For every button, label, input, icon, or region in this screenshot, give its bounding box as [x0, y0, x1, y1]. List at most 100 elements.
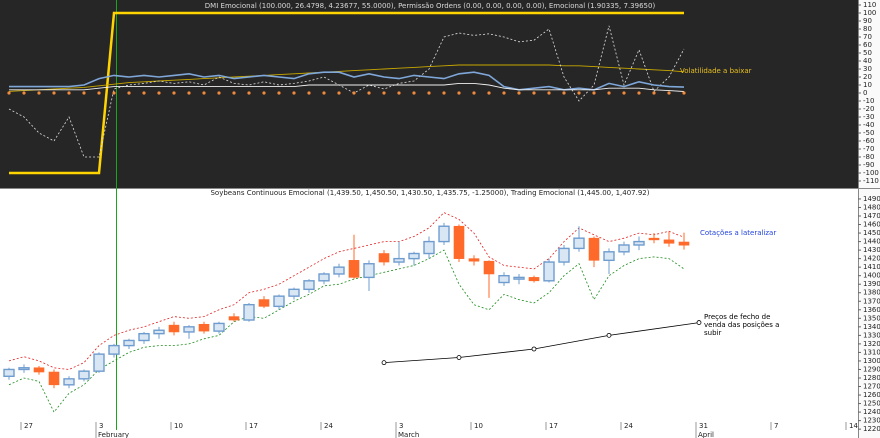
- candle-body: [198, 323, 210, 332]
- y-tick-label: 1430: [863, 246, 880, 254]
- signal-dot: [487, 91, 491, 95]
- signal-dot: [562, 91, 566, 95]
- candle-body: [453, 225, 465, 259]
- y-tick-label: -10: [863, 97, 874, 105]
- x-tick-label: 7: [774, 422, 778, 430]
- candle-body: [573, 237, 585, 250]
- x-tick-label: 3: [99, 422, 103, 430]
- x-tick-label: 24: [324, 422, 333, 430]
- signal-dot: [22, 91, 26, 95]
- series-line: [9, 11, 684, 175]
- annotation: Preços de fecho de venda das posições a …: [704, 313, 780, 337]
- candle-body: [423, 240, 435, 255]
- candle-body: [318, 273, 330, 282]
- signal-dot: [457, 91, 461, 95]
- price-axis-panel: [858, 0, 880, 438]
- x-tick-label: 10: [474, 422, 483, 430]
- candle-body: [468, 258, 480, 262]
- series-line: [8, 25, 685, 158]
- y-tick-label: 1230: [863, 417, 880, 425]
- candle-body: [603, 251, 615, 262]
- y-tick-label: -40: [863, 121, 874, 129]
- x-tick-label: 10: [174, 422, 183, 430]
- candle-body: [168, 324, 180, 333]
- signal-dot: [352, 91, 356, 95]
- candle-body: [663, 239, 675, 244]
- y-tick-label: 1460: [863, 221, 880, 229]
- candle-body: [63, 378, 75, 386]
- y-tick-label: 1340: [863, 323, 880, 331]
- y-tick-label: 1490: [863, 195, 880, 203]
- candle-body: [333, 266, 345, 275]
- y-tick-label: -70: [863, 145, 874, 153]
- y-tick-label: 70: [863, 33, 872, 41]
- y-tick-label: 1320: [863, 340, 880, 348]
- y-tick-label: 50: [863, 49, 872, 57]
- y-tick-label: 20: [863, 73, 872, 81]
- candle-body: [213, 322, 225, 332]
- y-tick-label: -20: [863, 105, 874, 113]
- y-tick-label: 1480: [863, 203, 880, 211]
- series-line: [383, 322, 700, 363]
- y-tick-label: 1440: [863, 238, 880, 246]
- candle-body: [618, 244, 630, 253]
- y-tick-label: 1270: [863, 383, 880, 391]
- y-tick-label: 1330: [863, 331, 880, 339]
- signal-dot: [112, 91, 116, 95]
- candle-body: [258, 299, 270, 307]
- x-tick-label: 14: [849, 422, 858, 430]
- candle-body: [528, 277, 540, 282]
- y-tick-label: 1220: [863, 425, 880, 433]
- y-tick-label: 1360: [863, 306, 880, 314]
- candle-body: [123, 339, 135, 347]
- signal-dot: [397, 91, 401, 95]
- candle-body: [648, 237, 660, 241]
- candle-body: [18, 367, 30, 371]
- candle-body: [513, 276, 525, 280]
- month-label: April: [698, 431, 714, 438]
- y-tick-label: 1240: [863, 408, 880, 416]
- signal-dot: [607, 91, 611, 95]
- price-title: Soybeans Continuous Emocional (1,439.50,…: [210, 189, 649, 197]
- signal-dot: [682, 91, 686, 95]
- series-line: [8, 249, 685, 413]
- y-tick-label: 1450: [863, 229, 880, 237]
- series-line: [9, 82, 685, 92]
- signal-dot: [322, 91, 326, 95]
- candle-body: [363, 263, 375, 279]
- candle-body: [438, 225, 450, 243]
- signal-dot: [142, 91, 146, 95]
- y-tick-label: 1260: [863, 391, 880, 399]
- signal-dot: [337, 91, 341, 95]
- candle-body: [303, 280, 315, 291]
- y-tick-label: 1250: [863, 400, 880, 408]
- exit-marker: [381, 360, 387, 366]
- candle-body: [33, 367, 45, 373]
- signal-dot: [202, 91, 206, 95]
- signal-dot: [172, 91, 176, 95]
- y-tick-label: 1370: [863, 297, 880, 305]
- y-tick-label: 110: [863, 1, 876, 9]
- y-tick-label: 1390: [863, 280, 880, 288]
- candle-body: [543, 261, 555, 282]
- candle-body: [138, 332, 150, 342]
- candle-body: [678, 241, 690, 246]
- month-label: February: [98, 431, 129, 438]
- signal-dot: [127, 91, 131, 95]
- candle-body: [93, 353, 105, 372]
- candle-body: [48, 371, 60, 386]
- signal-dot: [292, 91, 296, 95]
- signal-dot: [532, 91, 536, 95]
- y-tick-label: -110: [863, 177, 879, 185]
- signal-dot: [547, 91, 551, 95]
- signal-dot: [637, 91, 641, 95]
- candle-body: [108, 344, 120, 355]
- y-tick-label: 1350: [863, 314, 880, 322]
- signal-dot: [427, 91, 431, 95]
- y-tick-label: 60: [863, 41, 872, 49]
- candle-body: [228, 316, 240, 321]
- candle-body: [273, 295, 285, 308]
- x-tick-label: 3: [399, 422, 403, 430]
- candle-body: [78, 370, 90, 380]
